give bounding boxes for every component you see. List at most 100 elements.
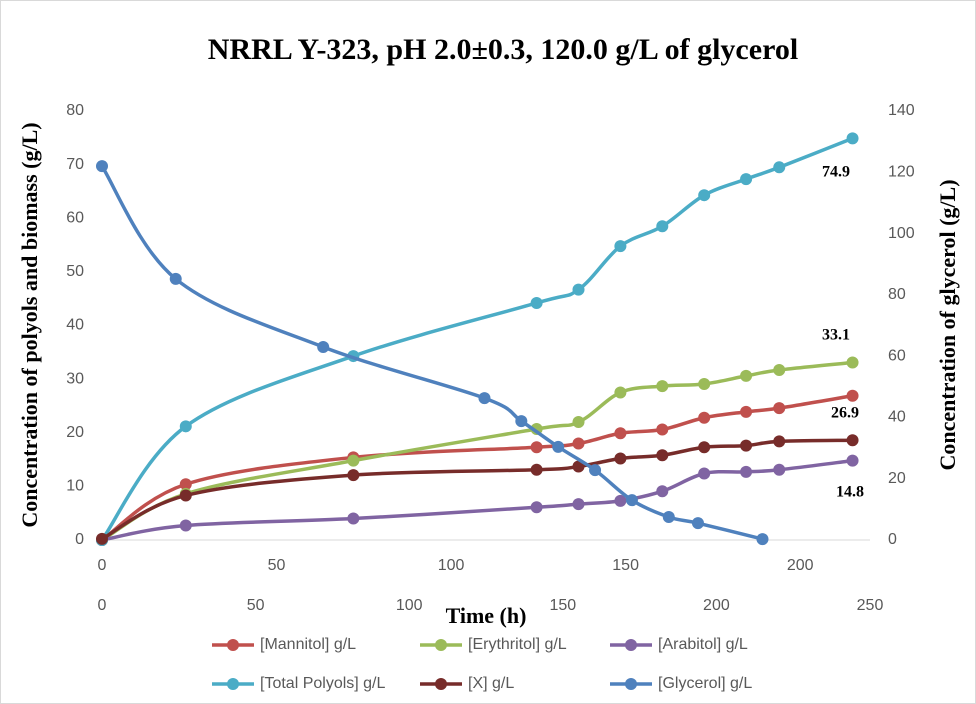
point [656,485,669,498]
x-axis-title: Time (h) [446,603,527,628]
point [589,464,602,477]
y2-tick-label: 120 [888,164,915,181]
annotation: 14.8 [836,484,864,501]
x2-tick-label: 50 [247,597,265,614]
legend-marker [227,678,239,690]
point [530,501,543,514]
legend-label: [Arabitol] g/L [658,636,748,653]
y2-tick-label: 100 [888,225,915,242]
point [656,220,669,233]
y-tick-label: 50 [66,263,84,280]
point [317,340,330,353]
point [478,392,491,405]
legend-marker [625,639,637,651]
point [572,498,585,511]
point [773,402,786,415]
x2-tick-label: 150 [549,597,576,614]
y-tick-label: 40 [66,317,84,334]
point [96,160,108,173]
point [773,463,786,476]
point [756,533,769,546]
point [698,411,711,424]
point [179,478,192,491]
point [740,369,753,382]
legend-label: [Total Polyols] g/L [260,675,386,692]
x2-tick-label: 0 [98,597,107,614]
y-tick-label: 80 [66,102,84,119]
point [846,434,859,447]
point [656,423,669,436]
point [552,440,565,453]
point [179,519,192,532]
point [614,494,627,507]
point [698,441,711,454]
y2-tick-label: 60 [888,347,906,364]
point [96,532,108,545]
y2-tick-label: 0 [888,531,897,548]
point [614,452,627,465]
y2-tick-label: 40 [888,409,906,426]
point [773,364,786,377]
point [773,435,786,448]
legend-label: [Glycerol] g/L [658,675,752,692]
x-tick-label: 200 [787,557,814,574]
legend-marker [435,639,447,651]
point [698,189,711,202]
legend-marker [625,678,637,690]
point [740,465,753,478]
x-tick-label: 100 [438,557,465,574]
point [614,240,627,253]
x-tick-label: 0 [98,557,107,574]
y-tick-label: 10 [66,478,84,495]
annotation: 74.9 [822,164,850,181]
legend-label: [Mannitol] g/L [260,636,356,653]
chart-title: NRRL Y-323, pH 2.0±0.3, 120.0 g/L of gly… [208,33,798,66]
point [740,439,753,452]
point [530,463,543,476]
y-tick-label: 20 [66,424,84,441]
y-axis-title: Concentration of polyols and biomass (g/… [17,122,42,527]
legend-label: [Erythritol] g/L [468,636,567,653]
point [698,377,711,390]
y-tick-label: 30 [66,370,84,387]
point [846,356,859,369]
legend-marker [227,639,239,651]
annotation: 33.1 [822,327,850,344]
point [169,272,182,285]
point [662,511,675,524]
point [740,405,753,418]
y-tick-label: 70 [66,156,84,173]
point [179,489,192,502]
point [572,437,585,450]
point [691,517,704,530]
x-tick-label: 50 [268,557,286,574]
point [572,283,585,296]
point [530,441,543,454]
x2-tick-label: 250 [857,597,884,614]
y2-axis-title: Concentration of glycerol (g/L) [935,179,960,470]
point [846,454,859,467]
point [179,420,192,433]
point [740,173,753,186]
point [347,469,360,482]
x2-tick-label: 100 [396,597,423,614]
point [347,512,360,525]
y-tick-label: 60 [66,209,84,226]
point [614,386,627,399]
point [773,161,786,174]
x2-tick-label: 200 [703,597,730,614]
point [656,449,669,462]
point [347,454,360,467]
point [698,467,711,480]
point [530,296,543,309]
point [656,380,669,393]
point [846,132,859,145]
x-tick-label: 150 [612,557,639,574]
point [572,460,585,473]
annotation: 26.9 [831,405,859,422]
point [515,415,528,428]
point [625,494,638,507]
legend-label: [X] g/L [468,675,514,692]
